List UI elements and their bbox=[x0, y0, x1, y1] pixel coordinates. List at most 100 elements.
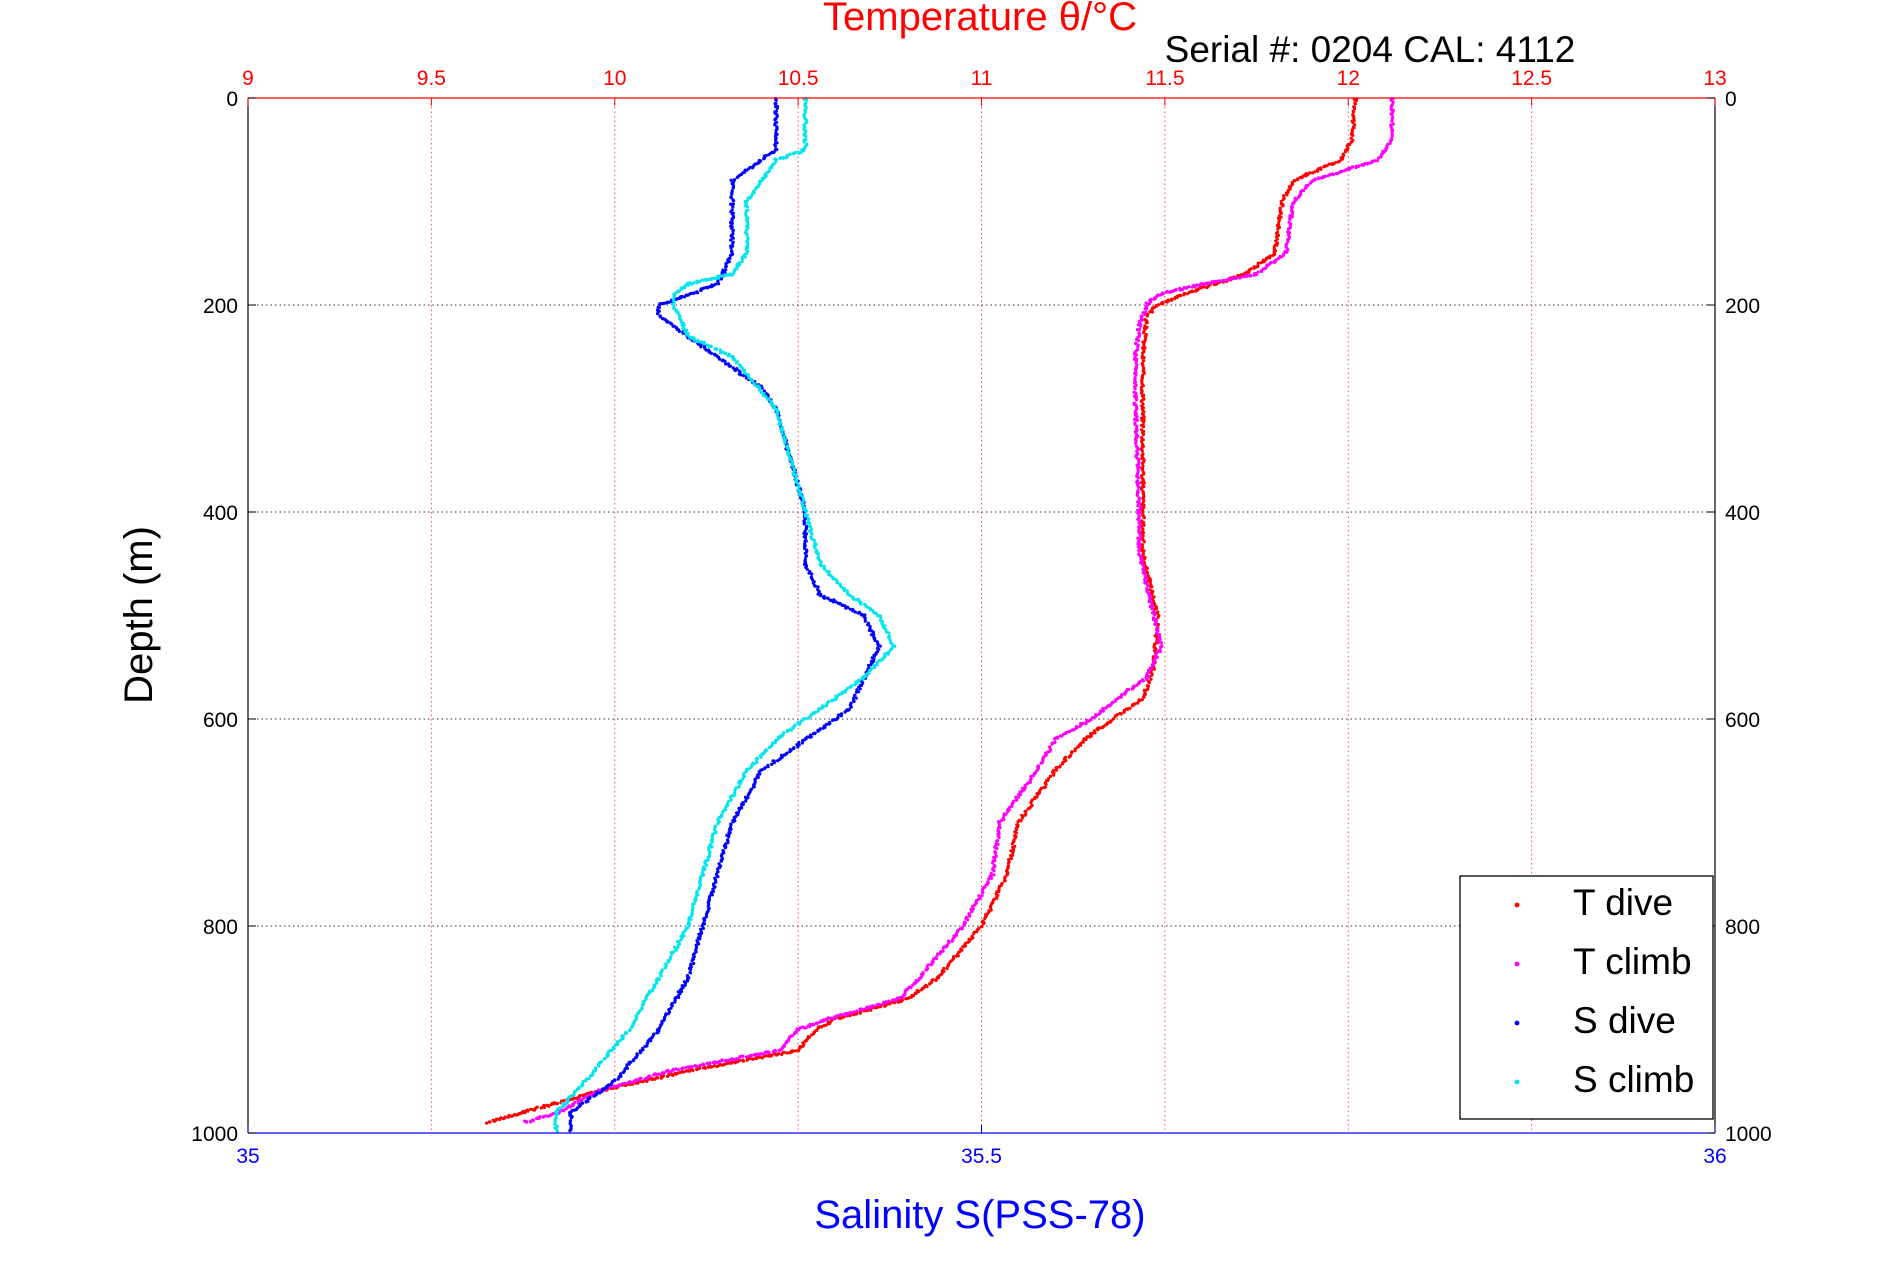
data-point bbox=[1145, 688, 1149, 692]
data-point bbox=[1391, 110, 1395, 114]
tick-label-depth-right: 1000 bbox=[1725, 1123, 1772, 1146]
data-point bbox=[1140, 487, 1144, 491]
data-point bbox=[746, 373, 750, 377]
data-point bbox=[777, 1048, 781, 1052]
data-point bbox=[1151, 618, 1156, 622]
data-point bbox=[776, 759, 780, 763]
data-point bbox=[676, 311, 680, 315]
data-point bbox=[1150, 601, 1154, 605]
data-point bbox=[663, 966, 667, 970]
data-point bbox=[773, 118, 777, 122]
data-point bbox=[787, 458, 791, 462]
data-point bbox=[1360, 163, 1364, 167]
data-point bbox=[1144, 335, 1148, 339]
data-point bbox=[853, 683, 857, 687]
data-point bbox=[1011, 851, 1015, 855]
data-point bbox=[773, 144, 778, 148]
data-point bbox=[808, 521, 812, 526]
data-point bbox=[991, 861, 995, 865]
data-point bbox=[777, 417, 781, 421]
data-point bbox=[709, 277, 713, 281]
data-point bbox=[709, 1065, 713, 1069]
data-point bbox=[1286, 248, 1290, 252]
data-point bbox=[546, 1114, 550, 1118]
data-point bbox=[1039, 761, 1043, 765]
data-point bbox=[1390, 112, 1394, 117]
data-point bbox=[825, 701, 829, 706]
data-point bbox=[732, 794, 736, 798]
data-point bbox=[804, 527, 808, 531]
data-point bbox=[740, 806, 744, 810]
data-point bbox=[1136, 508, 1140, 512]
data-point bbox=[875, 663, 879, 667]
data-point bbox=[568, 1129, 572, 1133]
data-point bbox=[1142, 523, 1146, 527]
data-point bbox=[640, 1007, 644, 1011]
data-point bbox=[782, 1050, 786, 1054]
data-point bbox=[798, 493, 802, 497]
data-point bbox=[592, 1090, 597, 1095]
data-point bbox=[753, 383, 757, 387]
data-point bbox=[1140, 698, 1144, 702]
data-point bbox=[728, 253, 733, 258]
data-point bbox=[681, 1070, 685, 1074]
data-point bbox=[741, 1058, 745, 1062]
data-point bbox=[804, 134, 808, 138]
data-point bbox=[1178, 288, 1182, 292]
data-point bbox=[1017, 795, 1021, 799]
data-point bbox=[1142, 540, 1146, 544]
data-point bbox=[1048, 774, 1052, 779]
data-point bbox=[990, 876, 994, 880]
data-point bbox=[758, 179, 762, 183]
data-point bbox=[935, 956, 939, 961]
data-point bbox=[1195, 283, 1199, 287]
data-point bbox=[568, 1113, 572, 1117]
data-point bbox=[775, 141, 779, 145]
data-point bbox=[1147, 681, 1151, 685]
data-point bbox=[1182, 293, 1186, 297]
data-point bbox=[800, 148, 804, 152]
data-point bbox=[995, 894, 999, 898]
data-point bbox=[805, 98, 809, 102]
data-point bbox=[684, 1069, 688, 1073]
data-point bbox=[1149, 582, 1153, 586]
data-point bbox=[616, 1077, 620, 1081]
data-point bbox=[1152, 613, 1157, 617]
data-point bbox=[1141, 521, 1145, 525]
data-point bbox=[667, 1007, 671, 1012]
data-point bbox=[774, 129, 778, 133]
data-point bbox=[1104, 706, 1108, 710]
data-point bbox=[1130, 704, 1134, 708]
data-point bbox=[745, 252, 749, 256]
data-point bbox=[778, 422, 782, 426]
data-point bbox=[716, 875, 720, 879]
data-point bbox=[650, 989, 655, 993]
data-point bbox=[810, 532, 814, 536]
data-point bbox=[740, 1054, 744, 1058]
data-point bbox=[1134, 360, 1138, 365]
data-point bbox=[659, 314, 663, 319]
data-point bbox=[1140, 449, 1144, 453]
tick-label-depth-right: 400 bbox=[1725, 502, 1760, 525]
data-point bbox=[709, 351, 713, 355]
data-point bbox=[728, 364, 733, 368]
legend-label: T climb bbox=[1573, 941, 1692, 982]
data-point bbox=[652, 1073, 656, 1077]
data-point bbox=[744, 799, 748, 803]
data-point bbox=[719, 351, 723, 355]
data-point bbox=[656, 312, 660, 316]
data-point bbox=[797, 151, 801, 155]
data-point bbox=[830, 699, 834, 703]
data-point bbox=[1316, 169, 1320, 173]
data-point bbox=[1159, 645, 1163, 649]
data-point bbox=[784, 1041, 789, 1045]
data-point bbox=[535, 1116, 539, 1120]
data-point bbox=[686, 979, 690, 983]
data-point bbox=[1081, 740, 1085, 744]
data-point bbox=[813, 584, 818, 588]
data-point bbox=[1149, 677, 1153, 681]
data-point bbox=[1006, 810, 1010, 814]
data-point bbox=[1298, 175, 1302, 179]
data-point bbox=[670, 302, 674, 306]
data-point bbox=[924, 968, 929, 972]
